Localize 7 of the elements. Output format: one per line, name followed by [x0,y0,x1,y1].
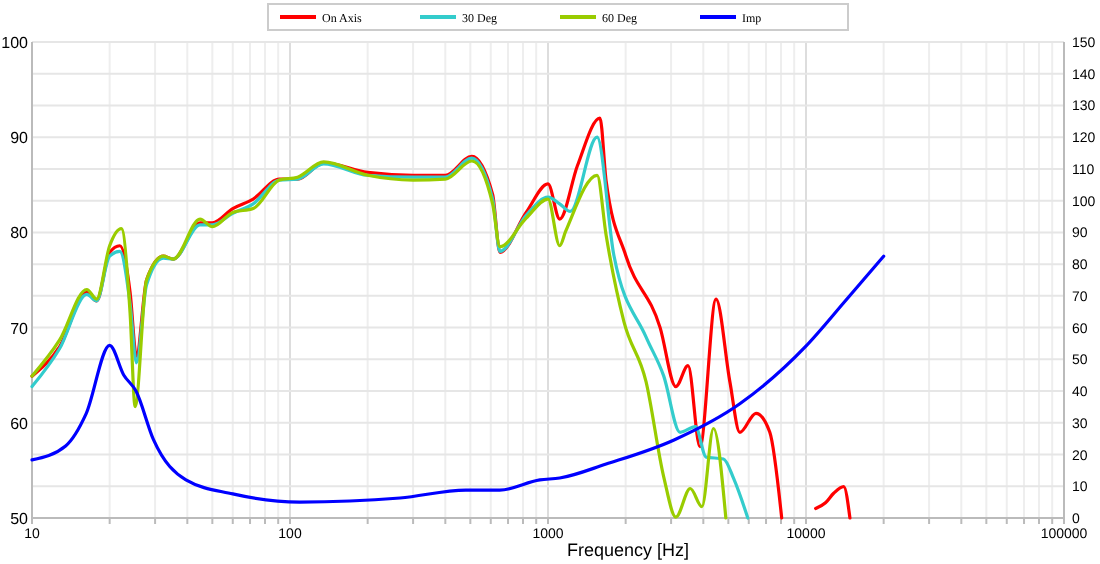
y-tick-label: 100 [1,34,30,52]
y-tick-label: 70 [10,319,30,338]
x-axis-title: Frequency [Hz] [566,540,690,560]
y-tick-label: 90 [10,129,30,148]
y-tick-label: 50 [10,510,30,528]
y-tick-label: 60 [10,414,30,433]
y-tick-label: 80 [10,224,30,243]
